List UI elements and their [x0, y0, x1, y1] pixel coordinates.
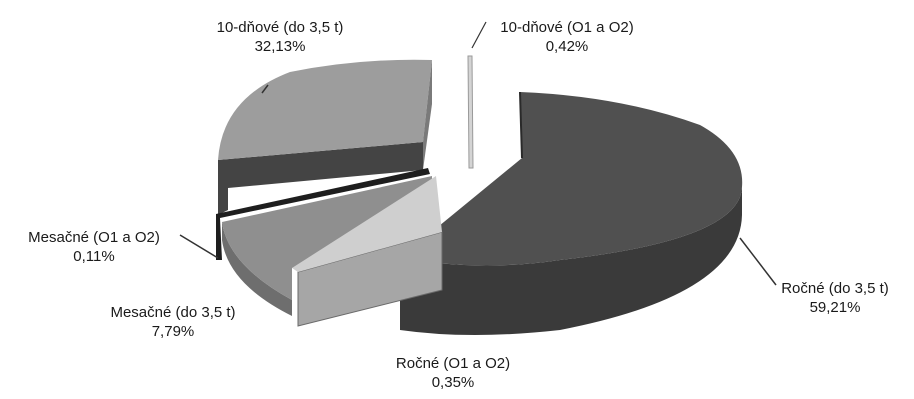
label-value: 0,35%: [431, 374, 475, 391]
leader-line-mesacne-o1-o2: [179, 234, 219, 259]
label-mesacne-do-3-5t: Mesačné (do 3,5 t) 7,79%: [78, 303, 268, 341]
label-name: Mesačné (O1 a O2): [28, 229, 160, 246]
label-10-dnove-o1-o2: 10-dňové (O1 a O2) 0,42%: [472, 18, 662, 56]
label-name: Ročné (do 3,5 t): [781, 280, 889, 297]
slice-mesacne-o1-o2: [216, 168, 430, 260]
leader-line-rocne-do-3-5t: [739, 237, 777, 286]
label-mesacne-o1-o2: Mesačné (O1 a O2) 0,11%: [4, 228, 184, 266]
leader-line-10-dnove-o1-o2: [471, 21, 487, 49]
label-name: Mesačné (do 3,5 t): [110, 304, 236, 321]
slice-mesacne-do-3-5t-side: [222, 222, 292, 316]
label-name: 10-dňové (do 3,5 t): [216, 19, 344, 36]
slice-rocne-do-3-5t-edge: [519, 91, 523, 159]
slice-rocne-do-3-5t: [400, 92, 743, 266]
leader-line-10-dnove-do-3-5t: [261, 84, 269, 94]
label-value: 59,21%: [809, 299, 861, 316]
label-10-dnove-do-3-5t: 10-dňové (do 3,5 t) 32,13%: [205, 18, 355, 56]
label-value: 32,13%: [254, 38, 306, 55]
slice-10-dnove-o1-o2: [467, 55, 474, 169]
slice-10-dnove-do-3-5t-side: [218, 142, 423, 215]
label-rocne-do-3-5t: Ročné (do 3,5 t) 59,21%: [760, 279, 910, 317]
label-name: 10-dňové (O1 a O2): [500, 19, 634, 36]
slice-rocne-do-3-5t-side: [400, 187, 742, 335]
label-value: 0,11%: [73, 248, 115, 265]
slice-mesacne-do-3-5t: [222, 176, 432, 300]
slice-rocne-o1-o2-top: [292, 176, 442, 272]
label-rocne-o1-o2: Ročné (O1 a O2) 0,35%: [368, 354, 538, 392]
label-value: 0,42%: [545, 38, 589, 55]
slice-10-dnove-do-3-5t: [218, 59, 432, 160]
label-value: 7,79%: [151, 323, 195, 340]
slice-10-dnove-do-3-5t-front: [423, 60, 432, 170]
label-name: Ročné (O1 a O2): [395, 355, 511, 372]
